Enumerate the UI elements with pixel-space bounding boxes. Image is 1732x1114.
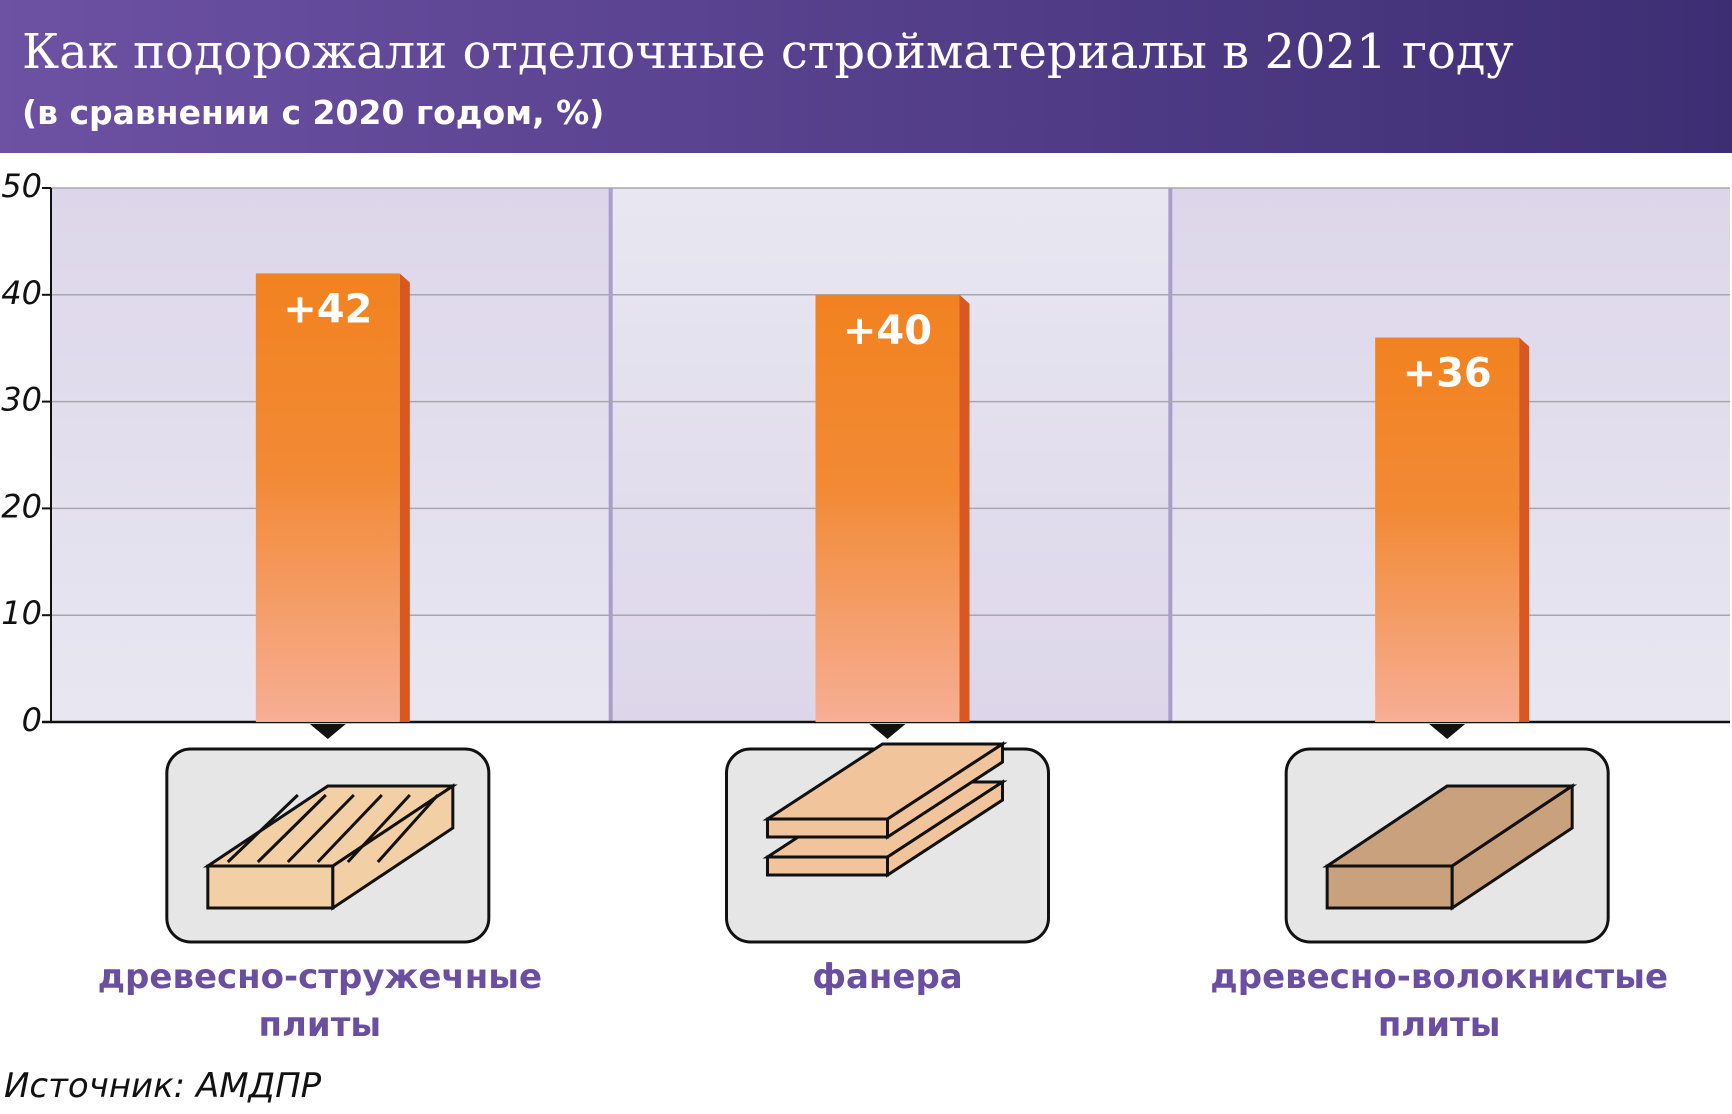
pointer	[1429, 724, 1466, 739]
plywood-side	[886, 779, 1004, 878]
bar-side	[959, 294, 970, 722]
chip	[316, 793, 383, 864]
plywood-front	[766, 855, 889, 877]
value-label: +40	[843, 308, 932, 354]
bar-side	[1519, 337, 1530, 722]
y-tick-label: 50	[1, 167, 42, 205]
plywood-front	[766, 817, 889, 839]
chip	[226, 793, 299, 864]
bar	[815, 294, 960, 722]
material-icon	[165, 724, 491, 944]
material-icon	[1284, 724, 1610, 944]
bar-side	[399, 273, 410, 722]
chip	[286, 793, 355, 864]
y-tick-label: 0	[22, 701, 42, 739]
chart-subtitle: (в сравнении с 2020 годом, %)	[22, 93, 604, 132]
board-front	[206, 864, 335, 910]
y-tick-label: 20	[1, 487, 42, 525]
header	[0, 0, 1732, 153]
chip	[256, 793, 327, 864]
y-tick-label: 30	[1, 381, 42, 419]
value-label: +36	[1403, 351, 1492, 397]
board-side	[1450, 783, 1574, 911]
value-label: +42	[283, 286, 372, 332]
bar	[255, 273, 400, 722]
plywood-side	[886, 741, 1004, 840]
y-tick-label: 10	[1, 594, 42, 632]
pointer	[309, 724, 346, 739]
chip	[376, 793, 439, 864]
source: Источник: АМДПР	[4, 1066, 322, 1106]
pointer	[869, 724, 906, 739]
y-tick-label: 40	[1, 274, 42, 312]
board-front	[1325, 864, 1454, 910]
material-icon	[725, 724, 1050, 944]
x-tick-label: древесно-волокнистые плиты	[1210, 957, 1669, 1045]
chip	[346, 793, 411, 864]
x-tick-label: древесно-стружечные плиты	[97, 957, 543, 1045]
x-tick-label: фанера	[812, 957, 963, 997]
bar	[1375, 337, 1520, 722]
chart-title: Как подорожали отделочные стройматериалы…	[22, 24, 1514, 80]
